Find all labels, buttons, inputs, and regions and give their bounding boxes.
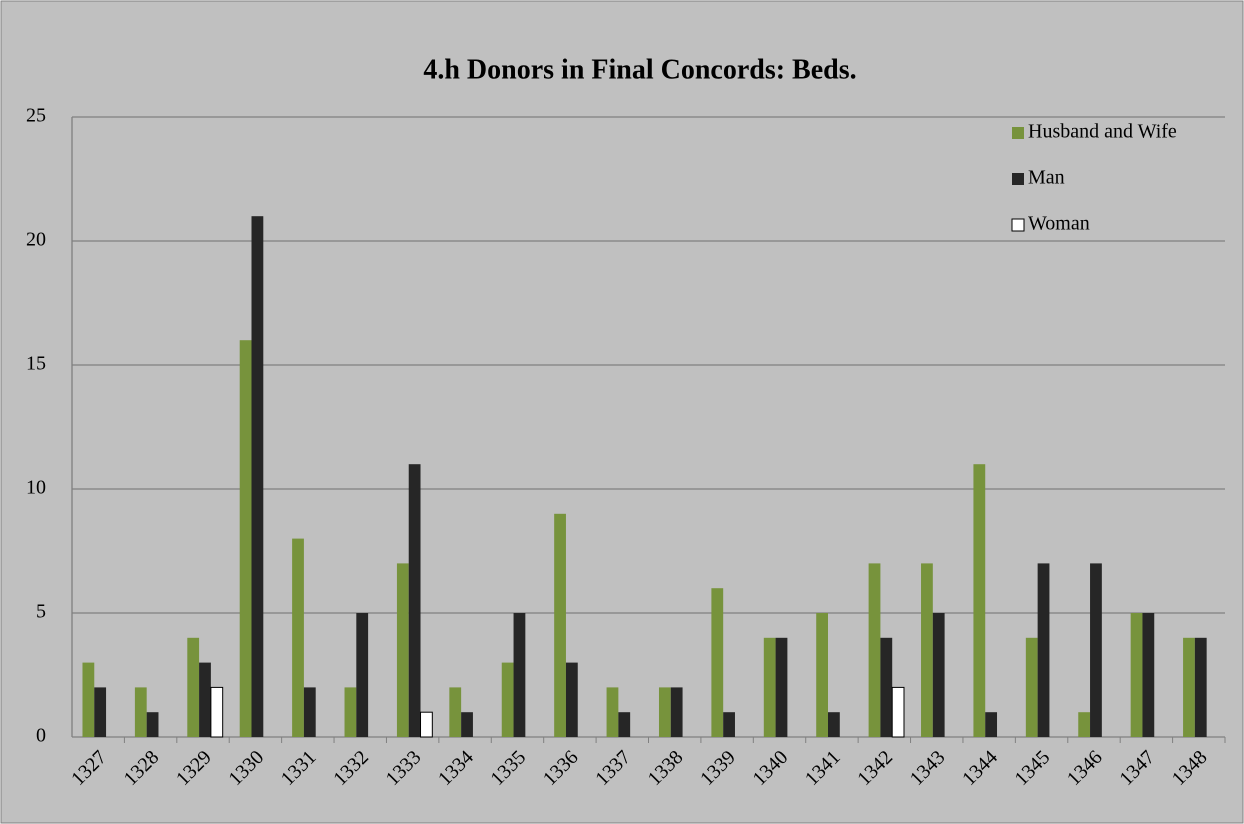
bar [985, 712, 998, 737]
bar [1078, 712, 1091, 737]
y-tick-label: 10 [26, 477, 46, 499]
bar [1142, 613, 1155, 737]
bar [303, 687, 316, 737]
bar [973, 464, 986, 737]
legend-label: Woman [1028, 213, 1090, 235]
bar [82, 662, 95, 737]
bar [868, 563, 881, 737]
bar [606, 687, 619, 737]
bar [891, 686, 905, 738]
bar [565, 662, 578, 737]
legend-swatch [1011, 218, 1025, 232]
bar [94, 687, 107, 737]
bar [723, 712, 735, 737]
bar [513, 613, 526, 737]
bar [618, 712, 631, 737]
bar [396, 563, 409, 737]
bar [344, 687, 357, 737]
legend-label: Husband and Wife [1028, 121, 1177, 143]
bar [828, 712, 840, 737]
bar [449, 687, 462, 737]
y-tick-label: 0 [36, 725, 46, 747]
bar [199, 662, 211, 737]
bar [1037, 563, 1050, 737]
bar [251, 216, 264, 737]
bar [1025, 637, 1038, 737]
bar [239, 340, 252, 737]
legend-swatch [1012, 173, 1024, 185]
y-tick-label: 15 [26, 353, 46, 375]
bar [554, 513, 566, 737]
bar [1183, 637, 1195, 737]
bar [921, 563, 933, 737]
bar [658, 687, 671, 737]
legend-label: Man [1028, 167, 1065, 189]
y-tick-label: 5 [36, 601, 46, 623]
bar [1194, 637, 1207, 737]
bar [461, 712, 473, 737]
bar [187, 637, 200, 737]
bar [711, 588, 724, 737]
bar [210, 686, 224, 738]
legend-swatch [1012, 127, 1024, 139]
bar [816, 613, 829, 737]
chart-title: 4.h Donors in Final Concords: Beds. [423, 54, 856, 85]
bar [501, 662, 514, 737]
bar [775, 637, 788, 737]
bar [146, 712, 159, 737]
y-tick-label: 25 [26, 105, 46, 127]
bar [1090, 563, 1102, 737]
bar [763, 637, 776, 737]
bar [880, 637, 893, 737]
bar [292, 538, 304, 737]
bar [408, 464, 421, 737]
bar [134, 687, 147, 737]
bar [1130, 613, 1143, 737]
bar [670, 687, 683, 737]
y-tick-label: 20 [26, 229, 46, 251]
bar [420, 711, 433, 738]
bar [356, 613, 369, 737]
bar [932, 613, 945, 737]
